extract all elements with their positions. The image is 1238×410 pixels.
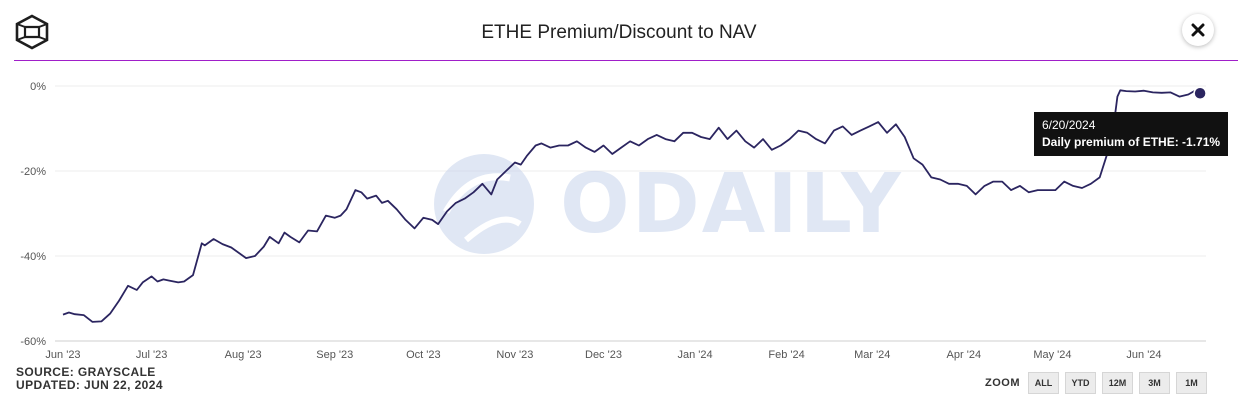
odaily-watermark: ODAILY (434, 154, 903, 254)
tooltip: 6/20/2024 Daily premium of ETHE: -1.71% (1034, 112, 1229, 156)
x-tick-label: Apr '24 (947, 349, 982, 361)
tooltip-value: Daily premium of ETHE: -1.71% (1042, 135, 1221, 149)
zoom-1m-button[interactable]: 1M (1176, 372, 1207, 394)
close-icon (1191, 23, 1205, 37)
grayscale-logo-icon[interactable] (14, 14, 50, 50)
y-tick-label: -60% (20, 336, 46, 348)
x-tick-label: May '24 (1033, 349, 1071, 361)
zoom-label: ZOOM (985, 377, 1020, 389)
close-button[interactable] (1182, 14, 1214, 46)
source-text: SOURCE: GRAYSCALE (16, 365, 156, 379)
title-divider (14, 60, 1238, 61)
watermark-text: ODAILY (560, 157, 903, 252)
x-tick-label: Jul '23 (136, 349, 167, 361)
x-tick-label: Nov '23 (496, 349, 533, 361)
y-tick-label: -20% (20, 166, 46, 178)
updated-text: UPDATED: JUN 22, 2024 (16, 378, 163, 392)
x-tick-label: Jun '24 (1126, 349, 1161, 361)
zoom-12m-button[interactable]: 12M (1102, 372, 1133, 394)
line-chart[interactable]: ODAILY 0% -20% -40% -60% Jun '23 Jul '23 Aug … (0, 60, 1238, 366)
x-tick-label: Oct '23 (406, 349, 441, 361)
x-tick-label: Feb '24 (768, 349, 804, 361)
x-tick-label: Jan '24 (677, 349, 712, 361)
x-tick-label: Aug '23 (225, 349, 262, 361)
zoom-controls: ZOOM ALL YTD 12M 3M 1M (985, 372, 1213, 394)
tooltip-date: 6/20/2024 (1042, 118, 1096, 132)
footer: SOURCE: GRAYSCALE UPDATED: JUN 22, 2024 (16, 366, 163, 392)
chart-title: ETHE Premium/Discount to NAV (481, 22, 757, 43)
zoom-all-button[interactable]: ALL (1028, 372, 1059, 394)
highlighted-point[interactable] (1193, 86, 1207, 101)
series-line (62, 89, 1201, 323)
y-tick-label: -40% (20, 251, 46, 263)
y-tick-label: 0% (30, 81, 46, 93)
x-tick-label: Dec '23 (585, 349, 622, 361)
zoom-3m-button[interactable]: 3M (1139, 372, 1170, 394)
x-tick-label: Mar '24 (854, 349, 890, 361)
x-tick-label: Sep '23 (316, 349, 353, 361)
x-tick-label: Jun '23 (45, 349, 80, 361)
zoom-ytd-button[interactable]: YTD (1065, 372, 1096, 394)
